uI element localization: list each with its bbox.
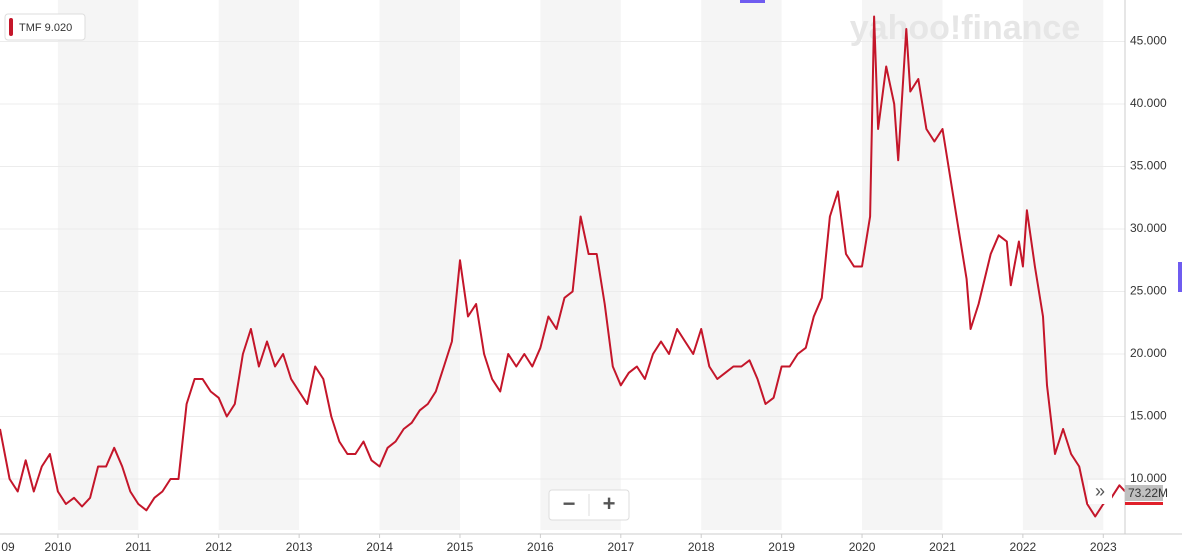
x-tick-label: 2015 [447,540,474,554]
y-tick-label: 40.000 [1130,96,1167,110]
x-tick-label: 2020 [849,540,876,554]
y-tick-label: 15.000 [1130,409,1167,423]
legend: TMF 9.020 [4,13,86,41]
x-tick-label: 2017 [607,540,634,554]
price-line [0,15,1126,518]
x-tick-label: 2023 [1090,540,1117,554]
legend-swatch [9,18,13,36]
x-tick-label: 2014 [366,540,393,554]
x-tick-label: 2011 [125,540,151,554]
year-band [701,0,782,530]
legend-label: TMF 9.020 [19,22,72,34]
y-tick-label: 20.000 [1130,346,1167,360]
x-tick-label: 2021 [929,540,956,554]
zoom-out[interactable]: − [563,491,576,516]
watermark: yahoo!finance [850,9,1080,47]
year-band [218,0,300,530]
bands [57,0,1104,530]
volume-badge [1125,485,1163,501]
volume-label: 73.22M [1128,486,1168,500]
y-tick-label: 35.000 [1130,159,1167,173]
plot [0,15,1126,518]
legend-box [4,13,86,41]
year-band [57,0,139,530]
year-band [379,0,460,530]
x-tick-label: 09 [1,540,15,554]
grid [0,41,1125,480]
zoom-controls: − + [548,489,630,521]
year-band [540,0,621,530]
x-tick-label: 2018 [688,540,715,554]
zoom-in[interactable]: + [603,491,616,516]
x-tick-label: 2012 [205,540,232,554]
marker [740,0,765,3]
year-band [1022,0,1104,530]
x-tick-label: 2016 [527,540,554,554]
x-tick-label: 2022 [1010,540,1037,554]
x-tick-label: 2019 [768,540,795,554]
y-tick-label: 30.000 [1130,221,1167,235]
x-tick-label: 2013 [286,540,313,554]
y-tick-label: 10.000 [1130,471,1167,485]
scroll-box [1088,480,1112,504]
y-tick-label: 45.000 [1130,34,1167,48]
y-tick-label: 25.000 [1130,284,1167,298]
x-tick-label: 2010 [45,540,72,554]
scroll-button[interactable]: » [1095,481,1105,501]
price-marker [1125,502,1163,505]
marker [1178,262,1182,292]
